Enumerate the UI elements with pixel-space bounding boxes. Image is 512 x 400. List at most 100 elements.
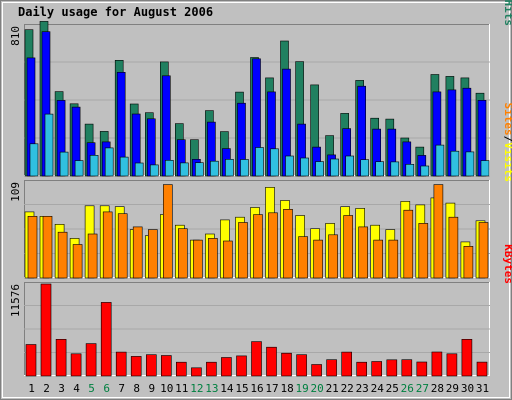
bar-sites-day-8: [132, 226, 143, 279]
x-tick-label: 23: [356, 382, 369, 395]
x-tick-label: 12: [190, 382, 203, 395]
bar-sites-day-9: [148, 229, 158, 279]
bar-pages-day-3: [59, 151, 69, 177]
bar-pages-day-6: [104, 147, 114, 177]
legend-entry: Hits: [502, 0, 512, 26]
bar-sites-day-18: [283, 209, 293, 279]
bar-kbytes-day-10: [161, 355, 172, 377]
bar-pages-day-17: [270, 148, 279, 177]
bar-pages-day-19: [300, 157, 309, 177]
bar-sites-day-2: [42, 216, 53, 279]
bar-kbytes-day-16: [251, 341, 262, 377]
bar-kbytes-day-26: [401, 359, 413, 377]
bar-pages-day-9: [150, 164, 159, 177]
x-tick-label: 9: [148, 382, 155, 395]
x-tick-label: 4: [73, 382, 80, 395]
panel-hits-files-pages: 810 Pages/Files/Hits: [9, 0, 512, 177]
bar-kbytes-day-1: [25, 344, 37, 377]
x-tick-label: 15: [235, 382, 248, 395]
bar-kbytes-day-6: [100, 302, 112, 377]
bar-pages-day-15: [240, 159, 249, 177]
bar-sites-day-22: [343, 215, 354, 279]
bar-sites-day-24: [373, 239, 384, 279]
x-tick-label: 19: [295, 382, 308, 395]
x-tick-label: 31: [476, 382, 489, 395]
x-tick-label: 5: [88, 382, 95, 395]
bar-sites-day-28: [433, 184, 444, 279]
x-tick-label: 20: [310, 382, 323, 395]
bar-pages-day-31: [480, 160, 490, 177]
bar-sites-day-6: [102, 211, 113, 279]
x-tick-label: 7: [118, 382, 125, 395]
bar-sites-day-10: [163, 184, 173, 279]
x-tick-label: 30: [461, 382, 474, 395]
bar-sites-day-1: [27, 216, 38, 279]
panel-legend-hits-files-pages: Pages/Files/Hits: [502, 0, 512, 26]
bar-sites-day-27: [418, 223, 429, 279]
legend-entry: Visits: [502, 142, 512, 182]
bar-pages-day-30: [465, 151, 475, 177]
bar-sites-day-3: [57, 231, 68, 279]
bar-pages-day-29: [450, 150, 460, 177]
bar-kbytes-day-12: [191, 367, 202, 377]
x-tick-label: 26: [401, 382, 414, 395]
bar-sites-day-30: [463, 246, 474, 279]
bar-sites-day-14: [223, 240, 233, 279]
bar-pages-day-1: [29, 143, 39, 177]
x-tick-label: 24: [371, 382, 385, 395]
y-max-label: 11576: [9, 284, 22, 317]
bar-pages-day-20: [315, 161, 324, 177]
x-tick-label: 29: [446, 382, 459, 395]
bar-kbytes-day-23: [356, 361, 368, 377]
bar-pages-day-26: [405, 164, 415, 177]
bar-kbytes-day-18: [281, 352, 292, 377]
x-tick-label: 8: [133, 382, 140, 395]
bar-sites-day-17: [268, 212, 278, 279]
bar-pages-day-5: [89, 155, 99, 177]
bar-pages-day-13: [210, 160, 219, 177]
bar-kbytes-day-27: [416, 361, 428, 377]
bar-kbytes-day-3: [55, 338, 67, 377]
bar-pages-day-2: [44, 113, 54, 177]
y-max-label: 109: [9, 182, 22, 202]
bar-kbytes-day-7: [115, 351, 127, 377]
bar-sites-day-29: [448, 216, 459, 279]
bar-kbytes-day-20: [311, 364, 322, 377]
x-tick-label: 25: [386, 382, 399, 395]
bar-kbytes-day-4: [70, 353, 82, 377]
bar-kbytes-day-31: [476, 361, 488, 377]
x-tick-label: 10: [160, 382, 173, 395]
panel-legend-kbytes: KBytes: [502, 244, 512, 284]
x-axis-day-labels: 1 2 3 4 5 6 7 8 9 10 11 12 13 14 15 16 17 18 19 20 21 22 23 24 2…: [28, 382, 489, 395]
bar-sites-day-4: [72, 244, 83, 279]
x-tick-label: 3: [58, 382, 65, 395]
x-tick-label: 17: [265, 382, 278, 395]
legend-entry: /: [502, 136, 512, 143]
panel-visits-sites: 109 Sites/Visits: [9, 103, 512, 279]
bar-kbytes-day-11: [176, 361, 187, 377]
x-tick-label: 16: [250, 382, 263, 395]
panel-legend-visits-sites: Sites/Visits: [502, 103, 512, 183]
bar-pages-day-8: [134, 162, 144, 177]
bar-kbytes-day-21: [326, 359, 337, 377]
bar-pages-day-12: [195, 162, 204, 177]
bar-sites-day-21: [328, 234, 338, 279]
panel-kbytes: 11576 KBytes: [9, 244, 512, 377]
bar-pages-day-16: [255, 147, 264, 177]
x-tick-label: 21: [326, 382, 339, 395]
bar-pages-day-14: [225, 159, 234, 177]
bar-pages-day-7: [119, 156, 129, 177]
x-tick-label: 1: [28, 382, 35, 395]
bar-sites-day-20: [313, 239, 323, 279]
bar-kbytes-day-22: [341, 351, 353, 377]
bar-kbytes-day-25: [386, 359, 398, 377]
bar-pages-day-28: [435, 144, 445, 177]
bar-sites-day-31: [478, 222, 489, 279]
bar-kbytes-day-28: [431, 351, 443, 377]
bar-sites-day-25: [388, 239, 399, 279]
bar-kbytes-day-15: [236, 355, 247, 377]
bar-pages-day-4: [74, 160, 84, 177]
x-tick-label: 18: [280, 382, 293, 395]
